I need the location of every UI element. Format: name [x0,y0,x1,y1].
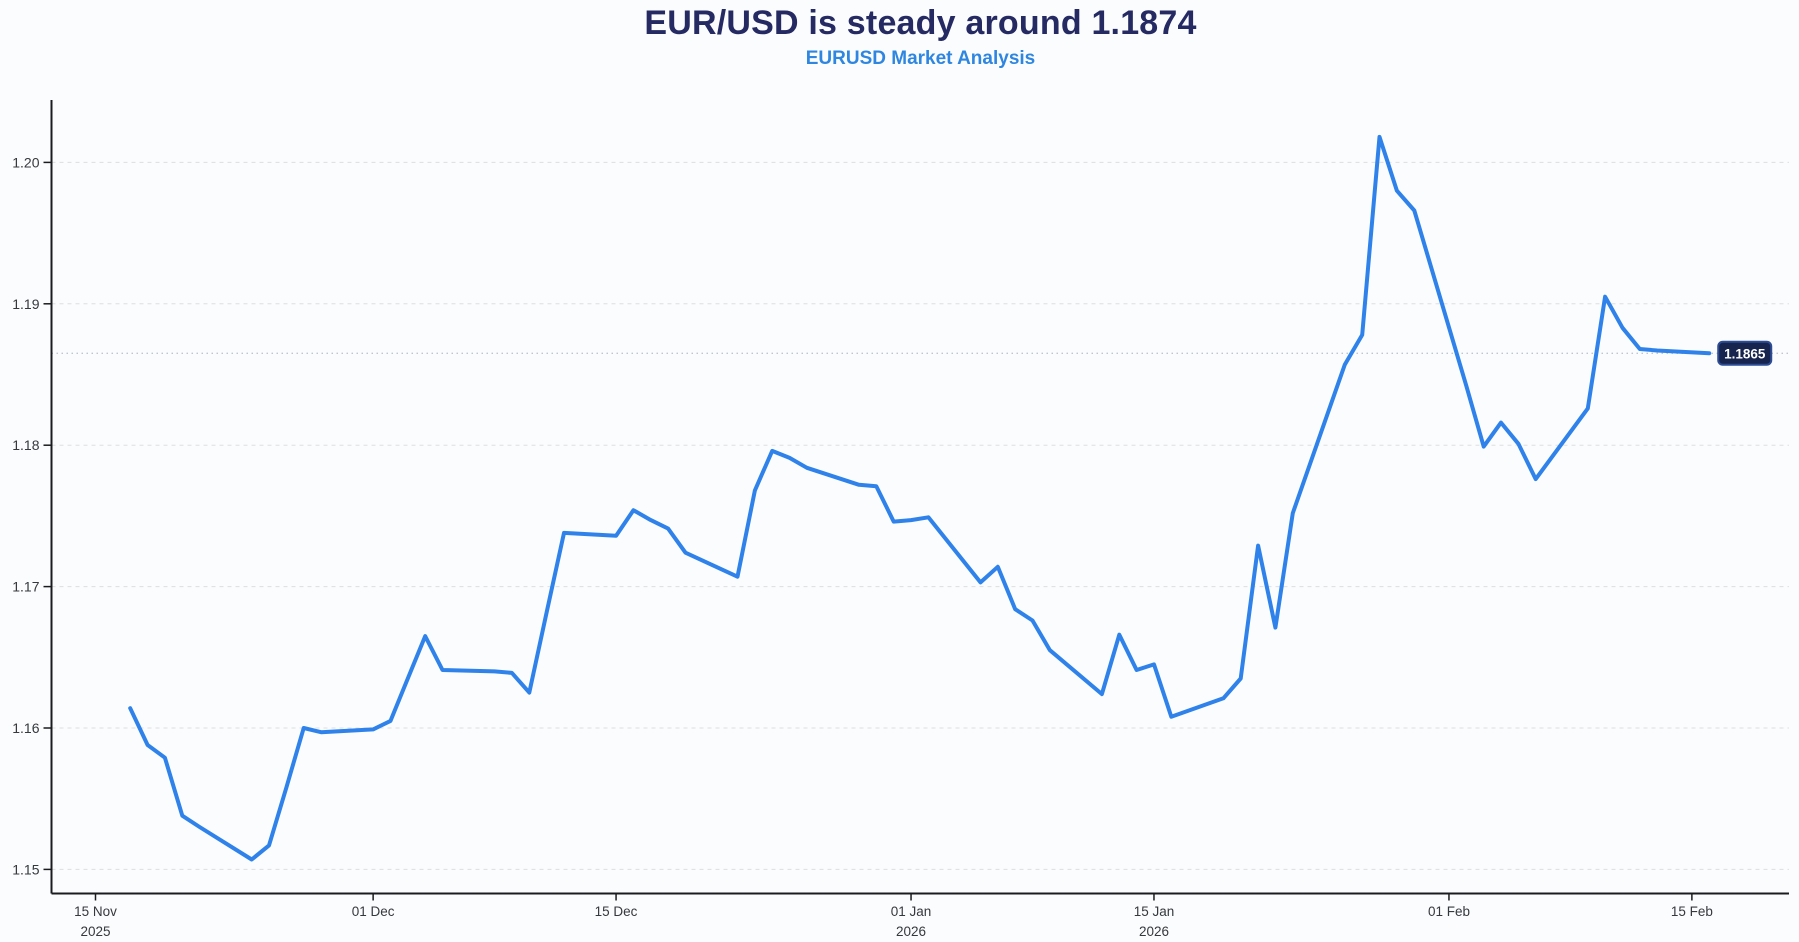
x-tick-label: 01 Jan [891,904,932,919]
y-tick-label: 1.16 [12,720,39,736]
x-tick-label: 01 Dec [352,904,395,919]
current-price-badge-box [1717,340,1773,366]
x-tick-label: 15 Jan [1134,904,1175,919]
y-tick-label: 1.19 [12,296,39,312]
y-tick-label: 1.20 [12,154,39,170]
current-price-badge-label: 1.1865 [1724,346,1766,361]
y-tick-label: 1.18 [12,437,39,453]
x-tick-label: 2025 [80,924,110,939]
x-tick-label: 01 Feb [1428,904,1470,919]
price-line [128,134,1712,862]
y-tick-label: 1.15 [12,861,39,877]
current-price-badge: 1.1865 [1717,340,1773,366]
x-tick-label: 2026 [1139,924,1169,939]
x-tick-label: 2026 [896,924,926,939]
x-tick-label: 15 Dec [595,904,638,919]
x-tick-label: 15 Nov [74,904,117,919]
y-tick-label: 1.17 [12,579,39,595]
x-tick-label: 15 Feb [1671,904,1713,919]
